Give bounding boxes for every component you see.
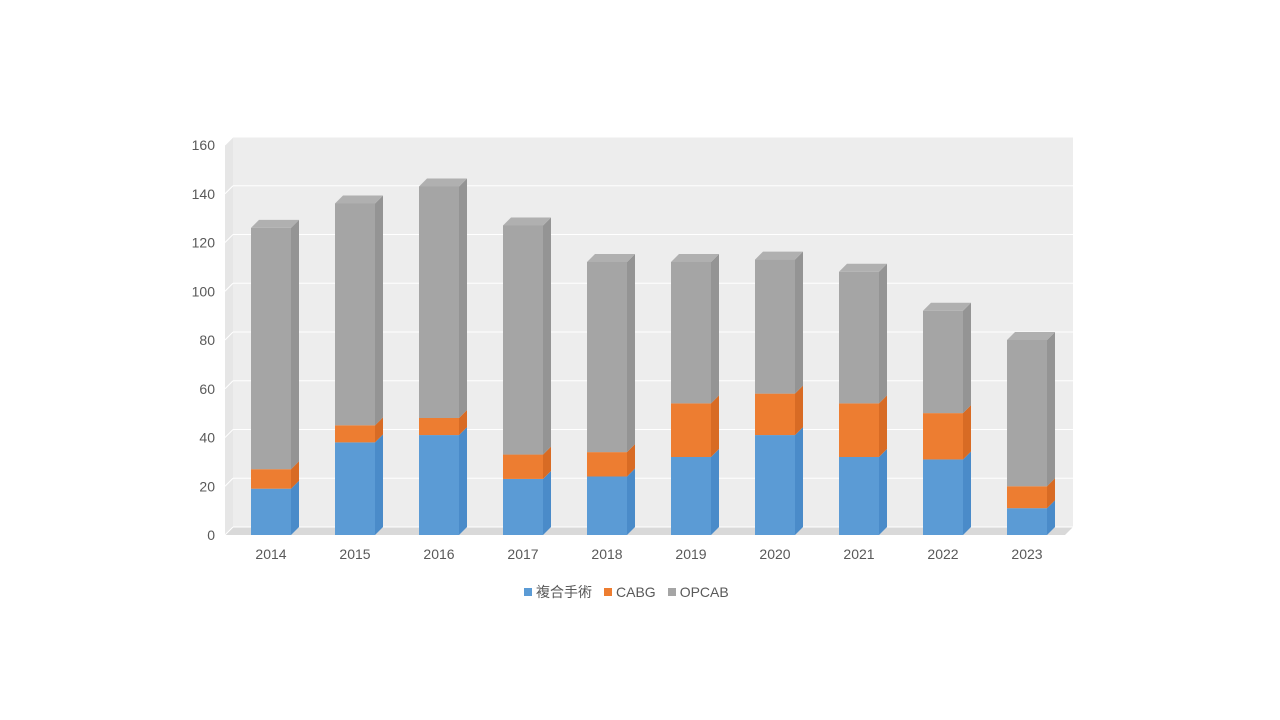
bar-top (335, 196, 383, 204)
bar-top (839, 264, 887, 272)
bar-front (335, 442, 375, 535)
bar-side (375, 196, 383, 426)
bar-side (543, 471, 551, 535)
bar-front (923, 413, 963, 459)
svg-text:2017: 2017 (507, 546, 538, 562)
bar-side (711, 254, 719, 403)
bar-front (251, 469, 291, 489)
bar-top (671, 254, 719, 262)
bar-front (503, 225, 543, 454)
svg-text:60: 60 (199, 381, 215, 397)
bar-side (795, 252, 803, 394)
bar-front (587, 477, 627, 536)
bar-side (879, 395, 887, 457)
legend-item: CABG (604, 584, 656, 600)
svg-text:120: 120 (192, 235, 216, 251)
bar-side (795, 386, 803, 435)
bar-side (627, 254, 635, 452)
bar-front (587, 262, 627, 452)
svg-text:2014: 2014 (255, 546, 286, 562)
bar-front (335, 204, 375, 426)
svg-text:160: 160 (192, 137, 216, 153)
bar-front (1007, 340, 1047, 486)
bar-side (459, 178, 467, 418)
bar-side (963, 405, 971, 459)
bar-front (503, 479, 543, 535)
bar-front (923, 311, 963, 413)
bar-side (963, 451, 971, 535)
bar-side (459, 427, 467, 535)
legend-item: 複合手術 (524, 582, 592, 602)
bar-side (711, 395, 719, 457)
bar-front (251, 228, 291, 469)
bar-top (923, 303, 971, 311)
bar-top (419, 178, 467, 186)
bar-top (755, 252, 803, 260)
bar-side (627, 469, 635, 536)
bar-top (503, 217, 551, 225)
bar-front (923, 459, 963, 535)
bar-side (711, 449, 719, 535)
svg-text:2016: 2016 (423, 546, 454, 562)
bar-front (671, 457, 711, 535)
bar-side (879, 264, 887, 404)
bar-side (795, 427, 803, 535)
bar-front (755, 394, 795, 435)
bar-front (839, 457, 879, 535)
bar-front (503, 455, 543, 479)
bar-side (1047, 332, 1055, 486)
bar-front (419, 418, 459, 435)
svg-text:2021: 2021 (843, 546, 874, 562)
svg-text:20: 20 (199, 478, 215, 494)
svg-text:40: 40 (199, 430, 215, 446)
bar-front (1007, 508, 1047, 535)
bar-side (543, 217, 551, 454)
bar-side (375, 434, 383, 535)
bar-side (291, 481, 299, 535)
legend-swatch (524, 588, 532, 596)
bar-side (291, 220, 299, 469)
svg-text:2018: 2018 (591, 546, 622, 562)
svg-text:2020: 2020 (759, 546, 790, 562)
legend-label: 複合手術 (536, 582, 592, 602)
svg-text:2015: 2015 (339, 546, 370, 562)
svg-text:2022: 2022 (927, 546, 958, 562)
svg-text:100: 100 (192, 283, 216, 299)
legend-label: OPCAB (680, 584, 729, 600)
bar-front (671, 262, 711, 403)
bar-side (879, 449, 887, 535)
svg-text:2019: 2019 (675, 546, 706, 562)
bar-front (335, 425, 375, 442)
bar-front (587, 452, 627, 476)
bar-front (419, 186, 459, 418)
legend-label: CABG (616, 584, 656, 600)
bar-side (963, 303, 971, 413)
bar-top (251, 220, 299, 228)
bar-front (251, 489, 291, 535)
svg-text:2023: 2023 (1011, 546, 1042, 562)
legend-item: OPCAB (668, 584, 729, 600)
bar-top (1007, 332, 1055, 340)
bar-top (587, 254, 635, 262)
svg-text:140: 140 (192, 186, 216, 202)
chart-legend: 複合手術 CABG OPCAB (524, 582, 729, 602)
legend-swatch (604, 588, 612, 596)
bar-front (1007, 486, 1047, 508)
bar-front (839, 272, 879, 404)
svg-text:80: 80 (199, 332, 215, 348)
svg-text:0: 0 (207, 527, 215, 543)
bar-front (671, 403, 711, 457)
bar-front (419, 435, 459, 535)
bar-front (755, 260, 795, 394)
bar-front (839, 403, 879, 457)
legend-swatch (668, 588, 676, 596)
surgery-chart: 0 20 40 60 80 100 120 140 160 2014 2015 2016 2017 201… (0, 0, 1280, 720)
bar-front (755, 435, 795, 535)
